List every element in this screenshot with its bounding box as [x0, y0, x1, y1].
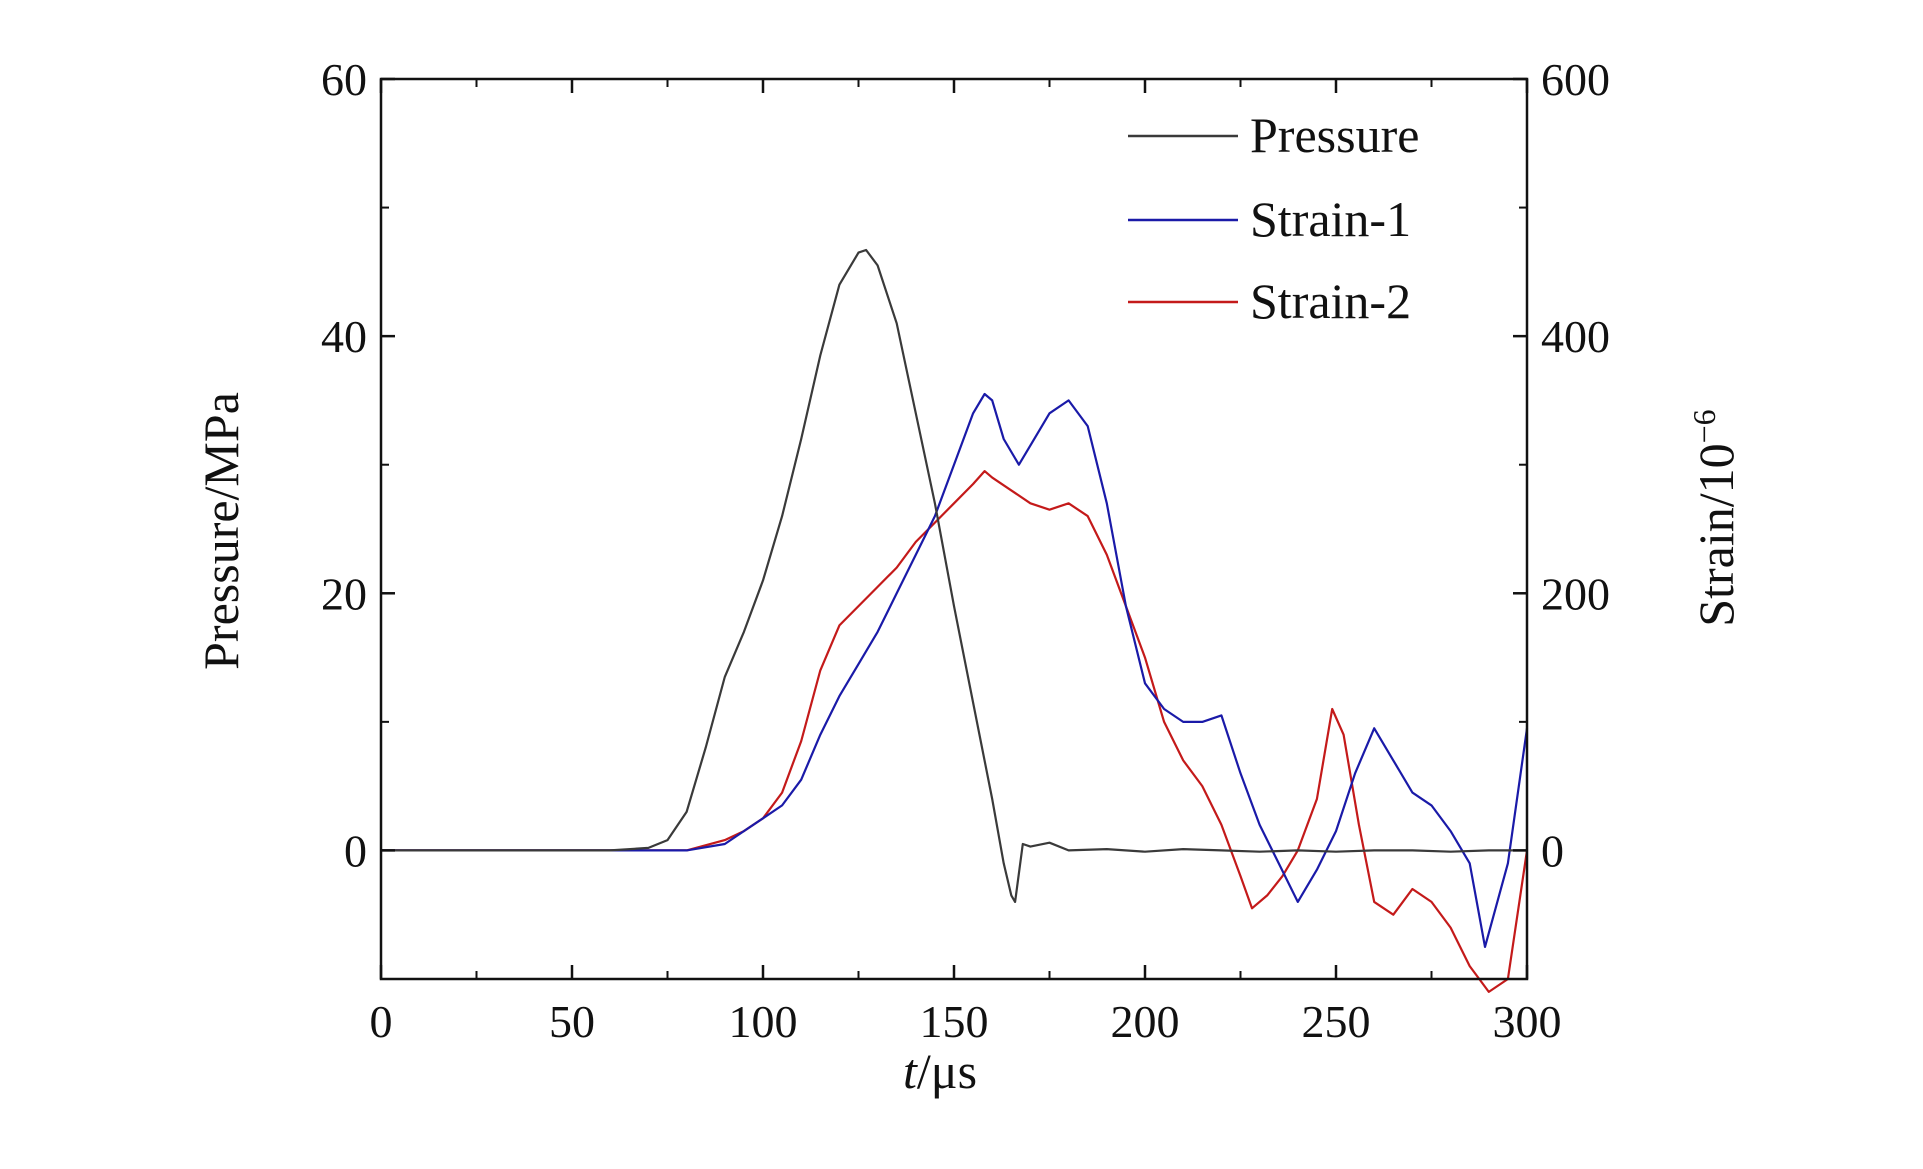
series-pressure	[380, 248, 1528, 903]
y-right-tick-label-3: 600	[1541, 54, 1610, 105]
y-left-axis-title: Pressure/MPa	[193, 392, 249, 670]
y-right-tick-label-0: 0	[1541, 825, 1564, 876]
x-axis-title-rest: /μs	[917, 1043, 977, 1099]
y-right-tick-label-2: 400	[1541, 311, 1610, 362]
x-tick-label-1: 50	[549, 996, 595, 1047]
x-tick-label-5: 250	[1302, 996, 1371, 1047]
x-tick-label-4: 200	[1111, 996, 1180, 1047]
series-layer	[380, 248, 1529, 993]
y-right-tick-label-1: 200	[1541, 568, 1610, 619]
y-left-tick-label-3: 60	[321, 54, 367, 105]
legend-label-pressure: Pressure	[1250, 107, 1419, 163]
y-left-tick-label-2: 40	[321, 311, 367, 362]
x-tick-label-0: 0	[370, 996, 393, 1047]
x-tick-label-6: 300	[1493, 996, 1562, 1047]
x-tick-label-3: 150	[920, 996, 989, 1047]
y-left-tick-label-1: 20	[321, 568, 367, 619]
x-axis-title: t/μs	[903, 1043, 977, 1099]
y-left-tick-label-0: 0	[344, 825, 367, 876]
ticks-layer	[379, 77, 1529, 979]
series-line-strain-2	[381, 470, 1529, 993]
legend-label-strain-1: Strain-1	[1250, 191, 1411, 247]
series-strain-2	[380, 470, 1529, 993]
y-right-axis-title: Strain/10−6	[1686, 409, 1744, 626]
legend: Pressure Strain-1 Strain-2	[1128, 107, 1419, 329]
series-line-strain-1	[381, 392, 1529, 948]
x-tick-label-2: 100	[729, 996, 798, 1047]
legend-label-strain-2: Strain-2	[1250, 273, 1411, 329]
y-right-axis-title-exp: −6	[1686, 409, 1722, 443]
series-strain-1	[380, 392, 1529, 948]
x-axis-title-italic: t	[903, 1043, 918, 1099]
y-right-axis-title-base: Strain/10	[1688, 443, 1744, 626]
